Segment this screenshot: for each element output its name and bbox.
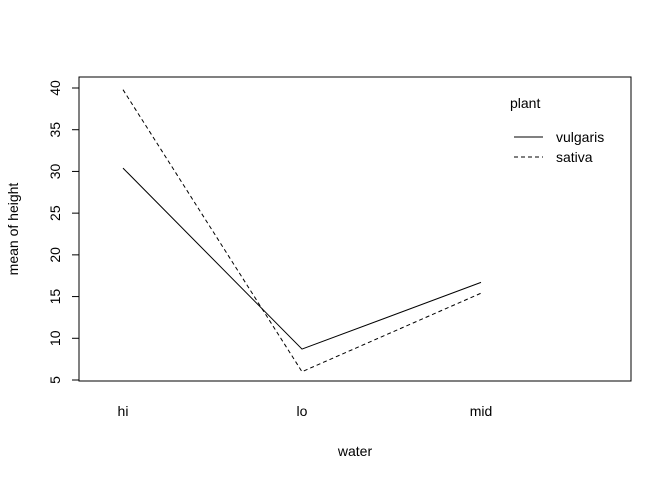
x-tick-label: hi: [118, 403, 129, 419]
legend-title: plant: [510, 95, 540, 111]
y-tick-label: 40: [47, 80, 63, 96]
series-line-vulgaris: [122, 167, 482, 350]
legend-label-vulgaris: vulgaris: [556, 129, 604, 145]
y-tick-label: 30: [47, 163, 63, 179]
y-axis-title: mean of height: [5, 183, 21, 276]
series-lines: [122, 89, 482, 373]
plot-frame: [78, 76, 632, 382]
x-tick-label: lo: [297, 403, 308, 419]
y-tick-label: 5: [47, 376, 63, 384]
y-axis: 5 10 15 20 25 30 35 40: [47, 80, 80, 384]
legend-label-sativa: sativa: [556, 149, 593, 165]
legend: plant vulgaris sativa: [510, 95, 604, 165]
y-tick-label: 15: [47, 289, 63, 305]
x-tick-label: mid: [470, 403, 493, 419]
y-tick-label: 35: [47, 122, 63, 138]
x-axis: hi lo mid: [118, 403, 493, 419]
y-tick-label: 25: [47, 205, 63, 221]
y-tick-label: 20: [47, 247, 63, 263]
y-tick-label: 10: [47, 330, 63, 346]
x-axis-title: water: [337, 443, 373, 459]
series-line-sativa: [122, 89, 482, 373]
